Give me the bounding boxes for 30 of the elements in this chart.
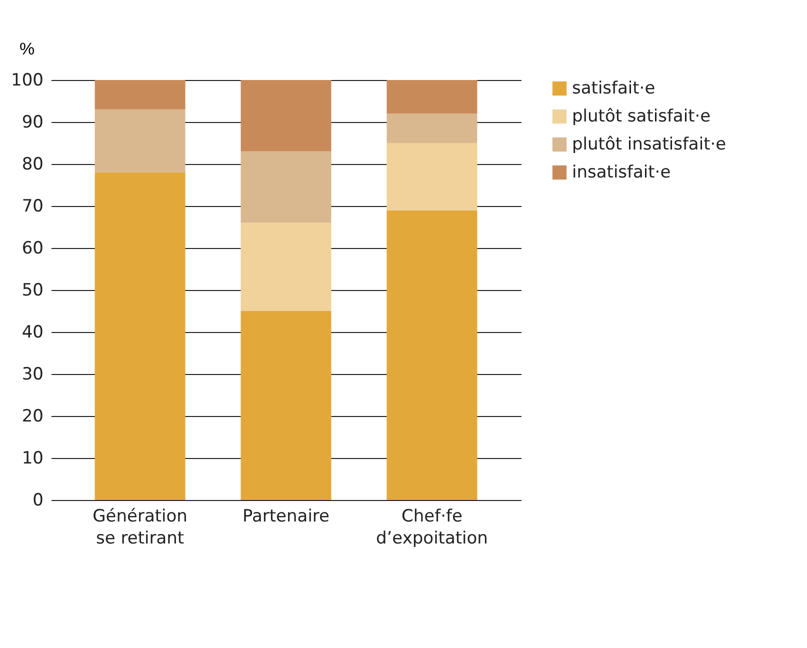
bar xyxy=(386,143,478,210)
bar xyxy=(94,80,186,110)
bar xyxy=(240,311,332,500)
legend-label: satisfait·e xyxy=(572,78,656,98)
y-tick-label: 40 xyxy=(22,322,44,342)
x-tick-label: Partenaire xyxy=(242,506,330,526)
y-tick-label: 20 xyxy=(22,406,44,426)
x-tick-label: Chef·fe d’expoitation xyxy=(376,506,488,548)
y-tick-label: 80 xyxy=(22,154,44,174)
legend-label: plutôt insatisfait·e xyxy=(572,134,726,154)
bar xyxy=(94,109,186,172)
y-tick-label: 90 xyxy=(22,112,44,132)
legend-label: plutôt satisfait·e xyxy=(572,106,711,126)
bar xyxy=(240,222,332,311)
y-tick-label: 70 xyxy=(22,196,44,216)
bar xyxy=(386,210,478,500)
bar xyxy=(94,172,186,500)
y-tick-label: 10 xyxy=(22,448,44,468)
bar xyxy=(386,114,478,143)
bar xyxy=(386,80,478,114)
y-tick-label: 100 xyxy=(11,70,44,90)
y-tick-label: 30 xyxy=(22,364,44,384)
y-tick-label: 0 xyxy=(32,490,44,510)
y-axis-title: % xyxy=(20,40,35,58)
y-tick-label: 60 xyxy=(22,238,44,258)
bar xyxy=(240,80,332,152)
x-tick-label: Génération se retirant xyxy=(92,506,188,548)
legend-label: insatisfait·e xyxy=(572,162,671,182)
y-tick-label: 50 xyxy=(22,280,44,300)
bar xyxy=(240,151,332,223)
